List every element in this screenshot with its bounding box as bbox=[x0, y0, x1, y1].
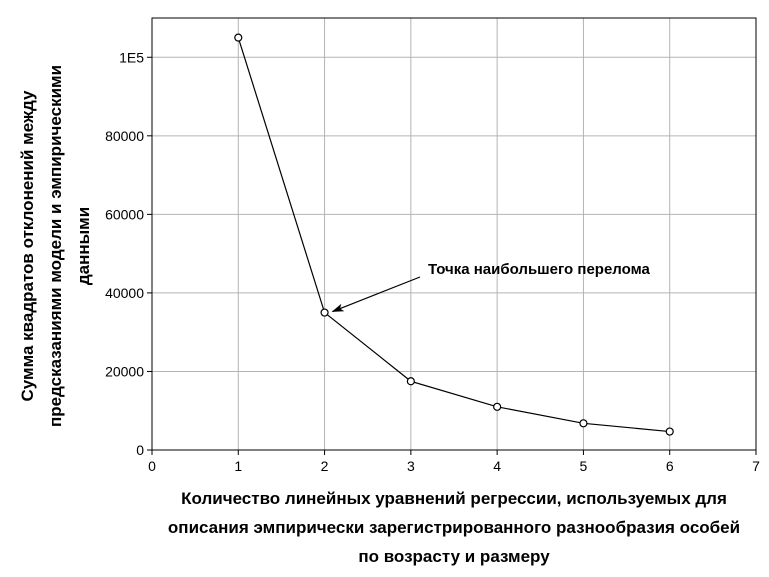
y-tick-label: 80000 bbox=[105, 128, 144, 144]
grid-lines bbox=[152, 18, 756, 450]
y-tick-label: 20000 bbox=[105, 363, 144, 379]
x-axis-title-line: описания эмпирически зарегистрированного… bbox=[168, 518, 740, 537]
data-point bbox=[234, 33, 243, 42]
x-axis-title: Количество линейных уравнений регрессии,… bbox=[168, 489, 740, 566]
x-tick-label: 4 bbox=[493, 458, 501, 474]
data-point bbox=[579, 419, 588, 428]
annotation-label: Точка наибольшего перелома bbox=[428, 261, 650, 278]
y-tick-label: 40000 bbox=[105, 285, 144, 301]
data-point bbox=[406, 377, 415, 386]
y-axis-ticks: 0 20000 40000 60000 80000 1E5 bbox=[105, 49, 152, 458]
plot-area bbox=[151, 17, 757, 451]
y-axis-title: Сумма квадратов отклонений между предсказ… bbox=[18, 65, 93, 427]
y-axis-title-line: данными bbox=[74, 207, 93, 285]
x-axis-title-line: Количество линейных уравнений регрессии,… bbox=[181, 489, 727, 508]
annotation-arrow bbox=[331, 276, 421, 313]
x-tick-label: 2 bbox=[321, 458, 329, 474]
x-tick-label: 5 bbox=[580, 458, 588, 474]
series-group bbox=[234, 33, 674, 436]
data-point bbox=[493, 402, 502, 411]
series-line bbox=[237, 37, 670, 433]
data-point bbox=[320, 308, 329, 317]
y-tick-label: 0 bbox=[136, 442, 144, 458]
y-tick-label: 60000 bbox=[105, 206, 144, 222]
data-point bbox=[665, 427, 674, 436]
x-tick-label: 1 bbox=[234, 458, 242, 474]
y-axis-title-line: Сумма квадратов отклонений между bbox=[18, 90, 37, 402]
x-tick-label: 3 bbox=[407, 458, 415, 474]
x-tick-label: 0 bbox=[148, 458, 156, 474]
x-tick-label: 6 bbox=[666, 458, 674, 474]
annotation-group: Точка наибольшего перелома bbox=[331, 261, 650, 313]
y-axis-title-line: предсказаниями модели и эмпирическими bbox=[46, 65, 65, 427]
x-tick-label: 7 bbox=[752, 458, 760, 474]
x-axis-title-line: по возрасту и размеру bbox=[358, 547, 550, 566]
y-tick-label: 1E5 bbox=[119, 49, 144, 65]
x-axis-ticks: 0 1 2 3 4 5 6 7 bbox=[148, 450, 760, 474]
